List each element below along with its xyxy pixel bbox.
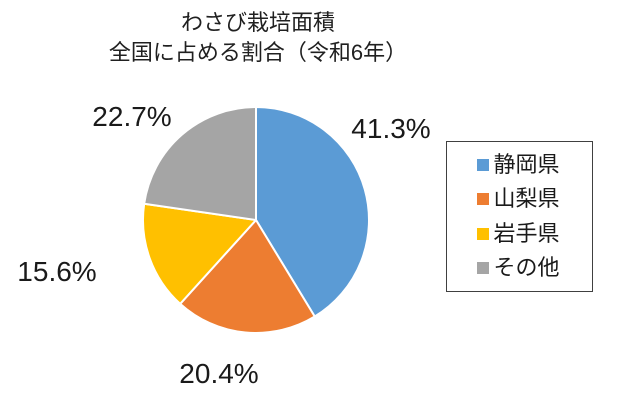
legend-item-shizuoka: 静岡県 [476, 152, 563, 178]
chart-title-line1: わさび栽培面積 [180, 10, 335, 35]
legend-item-yamanashi: 山梨県 [476, 186, 563, 212]
data-label-iwate: 15.6% [17, 256, 97, 287]
legend-label: 山梨県 [493, 186, 560, 212]
legend: 静岡県 山梨県 岩手県 その他 [446, 141, 593, 292]
data-label-shizuoka: 41.3% [351, 113, 431, 144]
legend-marker-icon [476, 261, 489, 274]
legend-label: 静岡県 [493, 152, 560, 178]
legend-marker-icon [476, 159, 489, 172]
legend-label: 岩手県 [493, 220, 560, 246]
data-label-other: 22.7% [92, 101, 172, 132]
pie-slice-iwate [142, 202, 257, 305]
legend-item-iwate: 岩手県 [476, 220, 563, 246]
pie-slice-shizuoka [255, 106, 370, 318]
legend-item-other: その他 [476, 254, 563, 280]
pie-slice-other [143, 106, 257, 221]
legend-marker-icon [476, 227, 489, 240]
chart-title-line2: 全国に占める割合（令和6年） [108, 40, 408, 65]
legend-marker-icon [476, 193, 489, 206]
pie-slice-yamanashi [179, 219, 316, 334]
data-label-yamanashi: 20.4% [179, 358, 259, 389]
chart-title: わさび栽培面積 全国に占める割合（令和6年） [0, 8, 516, 68]
legend-label: その他 [493, 254, 560, 280]
